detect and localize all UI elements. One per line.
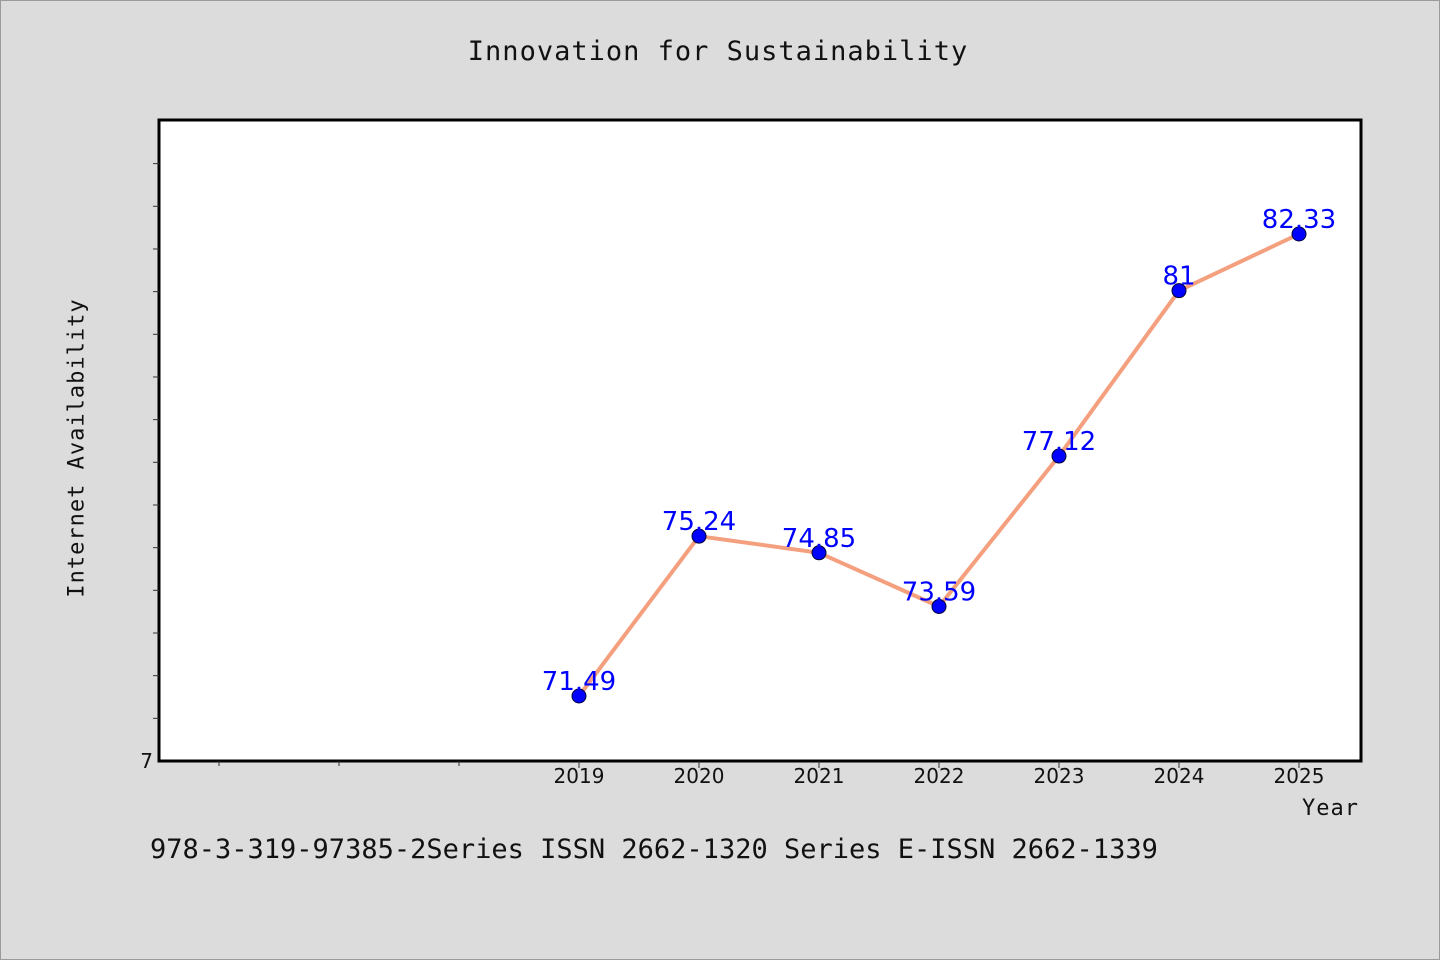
data-label: 81 xyxy=(1162,262,1195,292)
x-tick-label: 2025 xyxy=(1274,764,1325,788)
data-label: 73.59 xyxy=(902,577,976,607)
x-tick-label: 2019 xyxy=(554,764,605,788)
x-tick-label: 2021 xyxy=(794,764,845,788)
data-point xyxy=(811,545,827,561)
data-point xyxy=(1051,448,1067,464)
data-label: 74.85 xyxy=(782,524,856,554)
x-tick-label: 2022 xyxy=(914,764,965,788)
data-point xyxy=(1171,283,1187,299)
data-label: 82.33 xyxy=(1262,205,1336,235)
data-label: 77.12 xyxy=(1022,427,1096,457)
plot-border xyxy=(157,118,1363,763)
data-point xyxy=(931,598,947,614)
x-tick-label: 2023 xyxy=(1034,764,1085,788)
data-point xyxy=(571,688,587,704)
y-tick-label: 7 xyxy=(140,749,153,773)
x-axis-label: Year xyxy=(1302,796,1359,821)
footer-note: 978-3-319-97385-2Series ISSN 2662-1320 S… xyxy=(150,834,1158,865)
x-tick-label: 2020 xyxy=(674,764,725,788)
data-label: 71.49 xyxy=(542,667,616,697)
data-point xyxy=(1291,226,1307,242)
chart-title: Innovation for Sustainability xyxy=(467,36,969,67)
x-tick-label: 2024 xyxy=(1154,764,1205,788)
data-label: 75.24 xyxy=(662,507,736,537)
data-point xyxy=(691,528,707,544)
